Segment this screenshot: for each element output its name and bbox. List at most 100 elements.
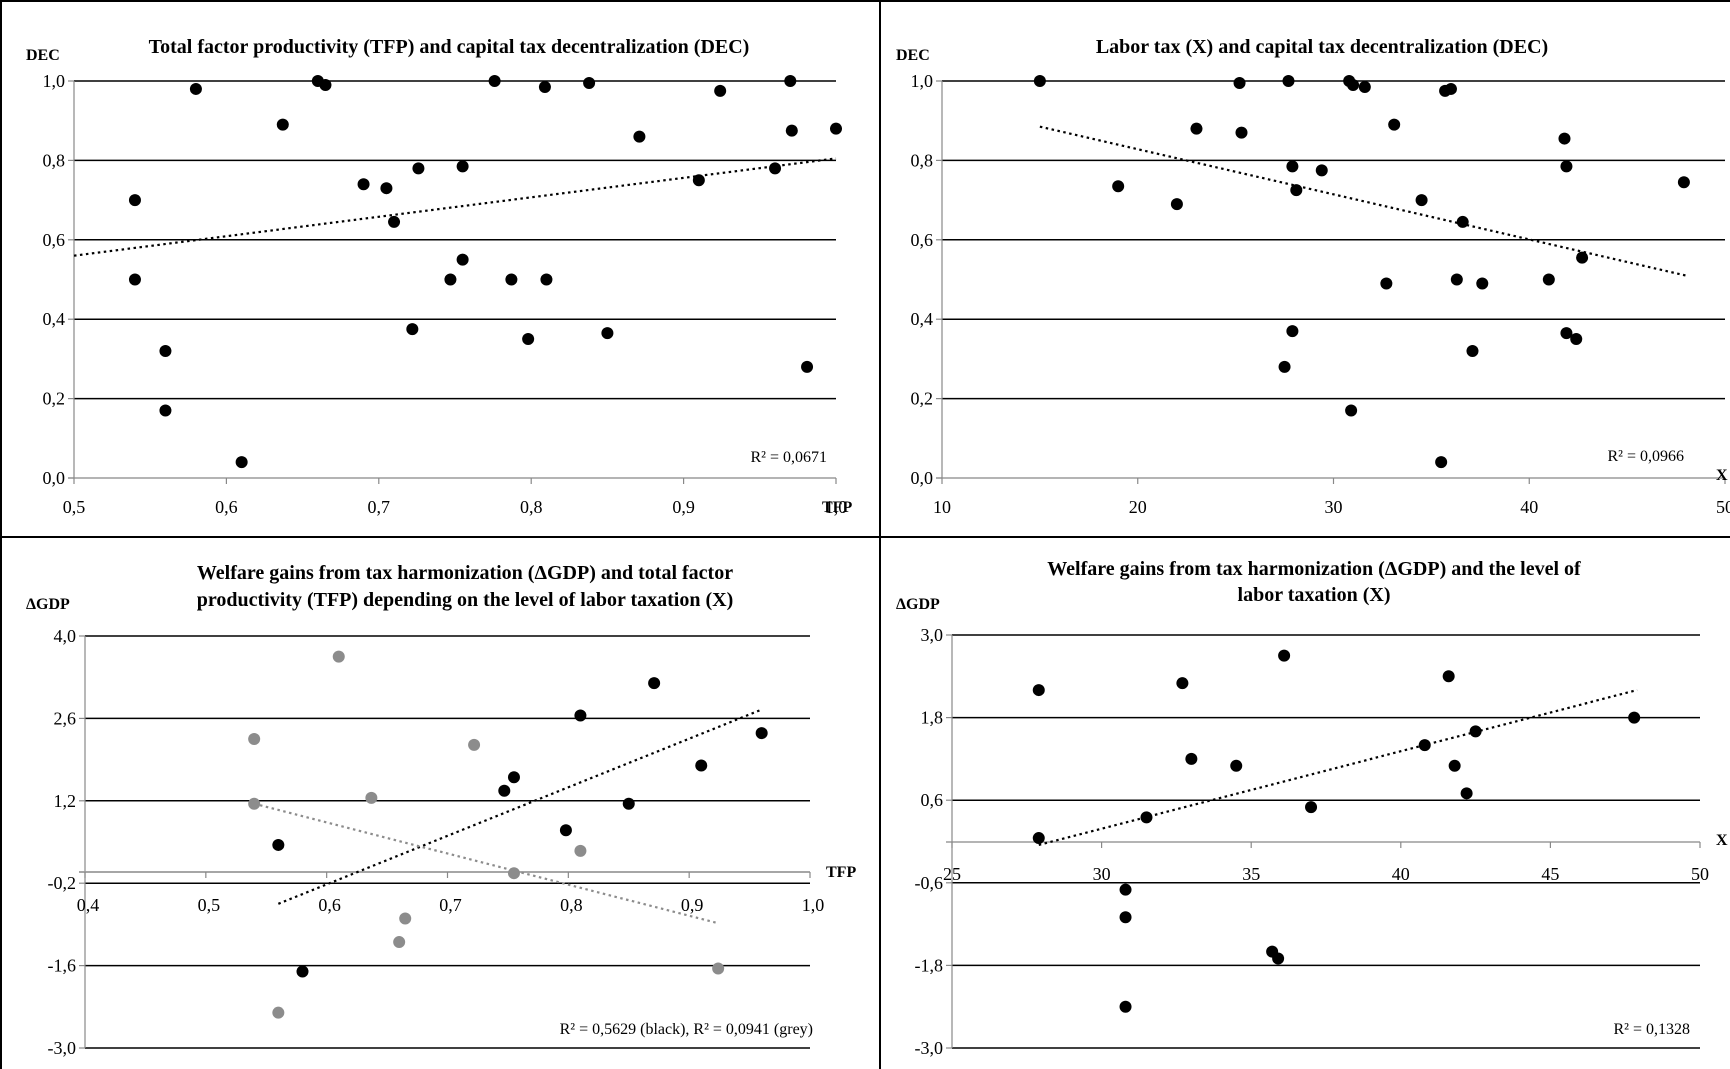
data-point: [1119, 1000, 1132, 1013]
data-point: [1112, 180, 1125, 193]
y-tick-label: -1,6: [48, 956, 77, 976]
data-point: [1542, 273, 1555, 286]
trend-line: [1039, 125, 1687, 277]
y-tick-label: -1,8: [915, 955, 944, 975]
data-point-grey: [248, 797, 261, 810]
chart-title: Welfare gains from tax harmonization (ΔG…: [1047, 558, 1581, 580]
x-tick-label: 40: [1520, 497, 1538, 517]
data-point-grey: [507, 867, 520, 880]
data-point: [1456, 215, 1469, 228]
data-point: [1176, 677, 1189, 690]
data-point: [1305, 801, 1318, 814]
data-point-grey: [365, 791, 378, 804]
data-point: [1140, 811, 1153, 824]
trend-line-black: [277, 708, 763, 905]
y-tick-label: 0,6: [921, 790, 944, 810]
data-point: [601, 327, 614, 340]
data-point-grey: [332, 650, 345, 663]
chart-panel-1: Total factor productivity (TFP) and capi…: [26, 36, 852, 517]
y-axis-label: ΔGDP: [896, 596, 940, 613]
data-point: [1033, 75, 1046, 87]
data-point-grey: [574, 844, 587, 857]
data-point-black: [574, 709, 587, 722]
chart-title: labor taxation (X): [1238, 584, 1391, 606]
x-tick-label: 50: [1691, 864, 1709, 884]
r-squared-label: R² = 0,5629 (black), R² = 0,0941 (grey): [560, 1021, 813, 1038]
x-tick-label: 0,5: [63, 497, 86, 517]
y-tick-label: 1,0: [911, 71, 934, 91]
x-tick-label: 50: [1716, 497, 1730, 517]
y-tick-label: 1,2: [54, 791, 77, 811]
chart-panel-4: Welfare gains from tax harmonization (ΔG…: [896, 558, 1728, 1058]
y-tick-label: 0,8: [43, 150, 66, 170]
y-tick-label: 1,8: [921, 708, 944, 728]
data-point-grey: [272, 1006, 285, 1019]
data-point: [159, 344, 172, 357]
data-point: [784, 75, 797, 87]
data-point: [276, 118, 289, 131]
data-point-grey: [248, 733, 261, 745]
y-axis-label: ΔGDP: [26, 596, 70, 613]
data-point: [412, 162, 425, 175]
data-point: [1448, 759, 1461, 772]
data-point: [1418, 739, 1431, 752]
y-tick-label: -3,0: [48, 1038, 77, 1058]
data-point: [488, 75, 501, 87]
data-point: [1444, 82, 1457, 95]
data-point: [769, 162, 782, 175]
data-point: [128, 273, 141, 286]
x-tick-label: 0,7: [368, 497, 391, 517]
data-point: [456, 253, 469, 266]
trend-line: [73, 157, 837, 257]
x-tick-label: 0,8: [560, 895, 583, 915]
chart-title: Total factor productivity (TFP) and capi…: [149, 36, 750, 58]
data-point: [505, 273, 518, 286]
data-point: [692, 174, 705, 187]
data-point-black: [498, 784, 511, 797]
data-point-black: [695, 759, 708, 772]
data-point: [522, 333, 535, 346]
data-point: [538, 80, 551, 93]
x-tick-label: 0,5: [198, 895, 221, 915]
data-point: [1032, 832, 1045, 845]
data-point: [159, 404, 172, 417]
chart-panel-3: Welfare gains from tax harmonization (ΔG…: [26, 562, 856, 1058]
data-point: [1278, 360, 1291, 373]
x-tick-label: 35: [1242, 864, 1260, 884]
chart-title: Labor tax (X) and capital tax decentrali…: [1096, 36, 1548, 58]
r-squared-label: R² = 0,0671: [751, 449, 828, 466]
data-point: [1380, 277, 1393, 290]
data-point: [1388, 118, 1401, 131]
data-point: [1233, 76, 1246, 89]
x-tick-label: 30: [1093, 864, 1111, 884]
data-point: [1628, 711, 1641, 724]
data-point: [1282, 75, 1295, 87]
x-tick-label: 0,9: [672, 497, 695, 517]
data-point: [1576, 251, 1589, 264]
data-point: [1032, 684, 1045, 697]
x-tick-label: 1,0: [825, 497, 848, 517]
data-point-black: [272, 838, 285, 851]
y-tick-label: 2,6: [54, 708, 77, 728]
data-point: [1677, 176, 1690, 189]
data-point: [830, 122, 842, 135]
data-point: [235, 456, 248, 469]
data-point: [406, 323, 419, 336]
trend-line: [1038, 689, 1638, 847]
r-squared-label: R² = 0,1328: [1614, 1021, 1691, 1038]
data-point: [1230, 759, 1243, 772]
data-point-black: [559, 824, 572, 837]
chart-title: productivity (TFP) depending on the leve…: [197, 589, 733, 611]
y-tick-label: 0,0: [43, 468, 66, 488]
data-point: [1415, 194, 1428, 207]
x-tick-label: 40: [1392, 864, 1410, 884]
x-tick-label: 30: [1325, 497, 1343, 517]
data-point: [1358, 80, 1371, 93]
data-point: [1347, 78, 1360, 91]
data-point-grey: [712, 962, 725, 975]
y-tick-label: 0,2: [911, 389, 934, 409]
data-point-black: [507, 771, 520, 784]
